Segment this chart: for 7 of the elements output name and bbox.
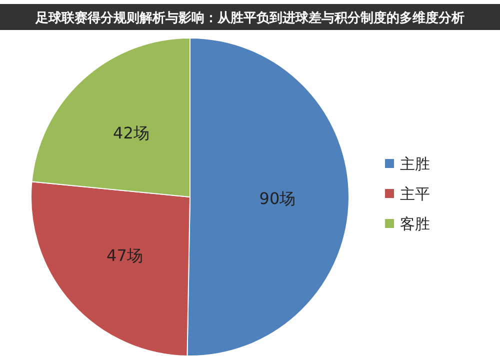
data-label: 90场: [259, 188, 296, 208]
legend-label: 主平: [400, 185, 430, 203]
chart-title: 足球联赛得分规则解析与影响：从胜平负到进球差与积分制度的多维度分析: [34, 10, 464, 26]
legend-label: 客胜: [400, 215, 430, 233]
data-label: 47场: [106, 246, 143, 266]
legend-label: 主胜: [400, 155, 430, 173]
data-label: 42场: [113, 123, 150, 142]
